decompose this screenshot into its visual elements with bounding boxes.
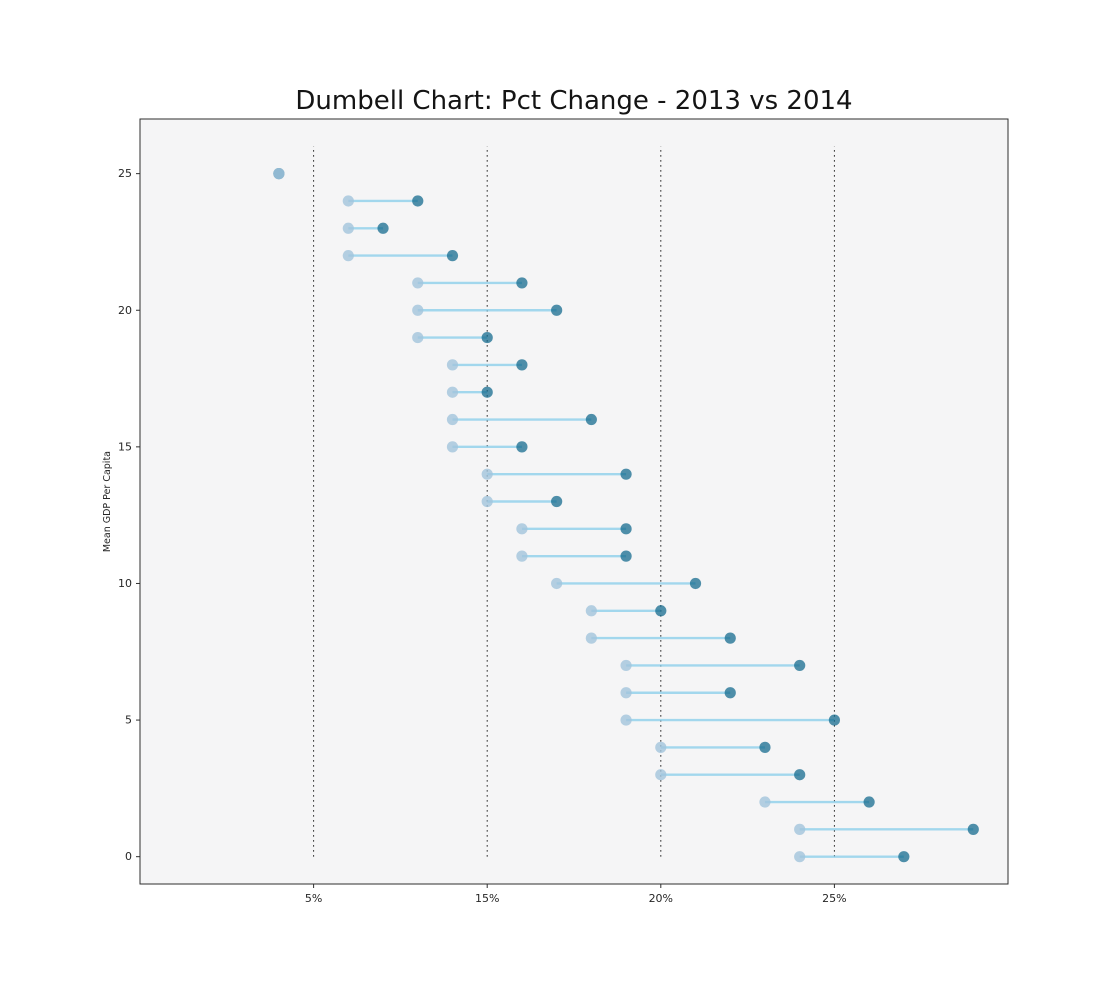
dot-2013 (412, 277, 424, 289)
x-tick-label: 20% (649, 892, 673, 905)
dot-2014 (516, 277, 528, 289)
dot-2013 (759, 796, 771, 808)
dot-2013 (516, 523, 528, 535)
dot-2014 (724, 632, 736, 644)
y-tick-label: 5 (125, 714, 132, 727)
dot-2013 (446, 359, 459, 371)
dot-2014 (516, 441, 528, 453)
dot-2014 (620, 468, 632, 480)
dot-2014 (551, 304, 563, 316)
dot-2014 (828, 714, 841, 726)
dot-2013 (620, 659, 632, 672)
dot-2013 (794, 823, 806, 835)
x-tick-label: 5% (305, 892, 322, 905)
dot-2014 (655, 605, 667, 617)
dot-2014 (446, 250, 459, 262)
dot-2013 (655, 741, 667, 753)
dot-2013 (551, 577, 563, 590)
dot-2013 (585, 632, 597, 644)
dot-2014 (551, 495, 563, 508)
dot-2014 (585, 413, 597, 426)
y-tick-label: 0 (125, 850, 132, 863)
dot-2014 (724, 687, 736, 699)
dot-2013 (446, 386, 459, 398)
dot-2013 (620, 714, 632, 726)
dot-2014 (794, 659, 806, 672)
dot-2014 (689, 577, 702, 590)
dot-2014 (377, 222, 389, 234)
dot-2013 (516, 550, 528, 562)
dot-2013 (655, 769, 667, 781)
dot-2014 (863, 796, 875, 808)
dot-2014 (794, 769, 806, 781)
dot-2013 (342, 195, 354, 207)
x-tick-label: 15% (475, 892, 499, 905)
x-tick-label: 25% (822, 892, 846, 905)
dot-2013 (412, 304, 424, 316)
axes-frame (139, 118, 1009, 885)
chart-title: Dumbell Chart: Pct Change - 2013 vs 2014 (295, 86, 853, 116)
dot-2014 (412, 195, 424, 207)
dot-2013 (273, 168, 285, 180)
dot-2014 (967, 823, 979, 835)
dot-2013 (794, 851, 806, 863)
dot-2014 (620, 550, 632, 562)
dot-2014 (481, 331, 493, 344)
y-tick-label: 10 (118, 577, 132, 590)
y-tick-label: 20 (118, 304, 132, 317)
dot-2014 (759, 741, 771, 753)
y-tick-label: 25 (118, 167, 132, 180)
dot-2013 (412, 331, 424, 344)
dot-2013 (342, 250, 354, 262)
dot-2014 (898, 851, 910, 863)
dot-2014 (481, 386, 493, 398)
dot-2013 (342, 222, 354, 234)
dot-2013 (446, 413, 459, 426)
dot-2013 (481, 468, 493, 480)
dot-2014 (620, 523, 632, 535)
dot-2013 (585, 605, 597, 617)
dot-2013 (446, 441, 459, 453)
dot-2013 (481, 495, 493, 508)
dot-2013 (620, 687, 632, 699)
dot-2014 (516, 359, 528, 371)
y-tick-label: 15 (118, 440, 132, 453)
